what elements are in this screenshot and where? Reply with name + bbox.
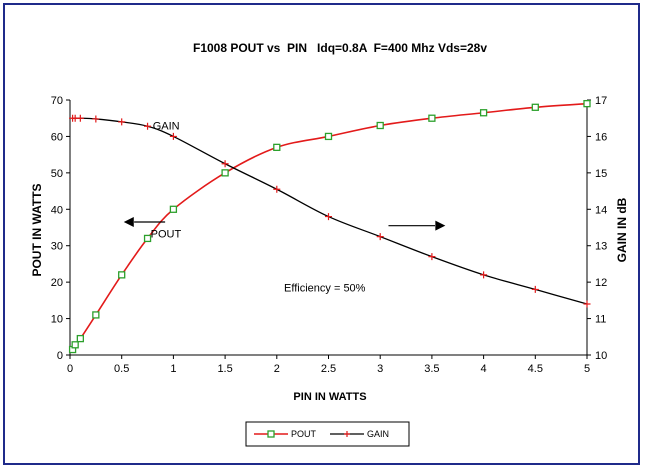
gain-point	[273, 185, 281, 193]
pout-point	[169, 205, 178, 213]
x-tick-label: 3.5	[424, 363, 439, 375]
pout-annotation: POUT	[151, 228, 182, 240]
gain-point	[428, 253, 436, 261]
x-axis-label: PIN IN WATTS	[293, 391, 366, 403]
gain-annotation: GAIN	[153, 121, 180, 133]
pout-point	[221, 169, 229, 177]
gain-point	[92, 115, 100, 123]
y-left-tick-label: 30	[51, 241, 63, 253]
gain-arrow-head	[435, 220, 446, 231]
x-tick-label: 5	[584, 363, 590, 375]
efficiency-annotation: Efficiency = 50%	[284, 282, 366, 294]
pout-point	[428, 114, 436, 122]
gain-line	[72, 117, 588, 305]
legend-gain-marker	[344, 431, 350, 437]
gain-point	[76, 114, 84, 122]
gain-point	[376, 233, 384, 241]
y-left-tick-label: 10	[51, 314, 63, 326]
chart-title: F1008 POUT vs PIN Idq=0.8A F=400 Mhz Vds…	[193, 41, 487, 55]
pout-point	[71, 341, 79, 349]
y-left-tick-label: 20	[51, 277, 63, 289]
y-right-tick-label: 12	[595, 277, 607, 289]
pout-point	[273, 143, 281, 152]
y-left-tick-label: 40	[51, 204, 63, 216]
gain-point	[583, 300, 591, 308]
y-right-tick-label: 16	[595, 131, 607, 143]
x-tick-label: 4	[481, 363, 487, 375]
gain-point	[118, 118, 126, 126]
y-right-tick-label: 15	[595, 168, 607, 180]
y-right-tick-label: 17	[595, 95, 607, 107]
pout-arrow-head	[123, 217, 134, 228]
y-right-tick-label: 11	[595, 314, 606, 326]
y-right-tick-label: 14	[595, 204, 607, 216]
gain-point	[144, 122, 152, 130]
y-right-tick-label: 13	[595, 241, 607, 253]
y-left-tick-label: 60	[51, 131, 63, 143]
pout-point	[376, 121, 384, 130]
gain-point	[480, 271, 488, 279]
x-tick-label: 0.5	[114, 363, 129, 375]
gain-point	[169, 132, 177, 140]
pout-point	[479, 109, 488, 117]
x-tick-label: 3	[377, 363, 383, 375]
pout-point	[118, 271, 126, 279]
x-tick-label: 4.5	[528, 363, 543, 375]
x-tick-label: 2	[274, 363, 280, 375]
y-right-tick-label: 10	[595, 350, 607, 362]
y-axis-left-label: POUT IN WATTS	[30, 183, 44, 276]
gain-point	[221, 160, 229, 168]
pout-point	[143, 234, 152, 243]
x-tick-label: 1	[170, 363, 176, 375]
gain-point	[325, 213, 332, 221]
y-left-tick-label: 50	[51, 168, 63, 180]
pout-point	[583, 99, 591, 108]
pout-point	[324, 132, 333, 141]
legend: POUT GAIN	[245, 421, 410, 447]
legend-pout-label: POUT	[291, 429, 317, 439]
x-tick-label: 2.5	[321, 363, 336, 375]
tick-labels: 0 0.5 1 1.5 2 2.5 3 3.5 4 4.5 50102030405060701011…	[51, 95, 608, 375]
legend-gain-label: GAIN	[367, 429, 389, 439]
axes	[66, 99, 591, 359]
chart-frame	[3, 3, 640, 465]
y-left-tick-label: 70	[51, 95, 63, 107]
x-tick-label: 0	[67, 363, 73, 375]
gain-point	[531, 285, 539, 293]
y-left-tick-label: 0	[57, 350, 63, 362]
legend-pout-marker	[267, 430, 275, 438]
x-tick-label: 1.5	[217, 363, 232, 375]
pout-point	[92, 311, 100, 319]
pout-point	[76, 334, 84, 343]
y-axis-right-label: GAIN IN dB	[615, 197, 629, 262]
series-pout	[68, 99, 591, 354]
pout-point	[531, 103, 539, 111]
pout-line	[71, 102, 588, 350]
series-gain	[69, 114, 591, 308]
annotations: GAIN POUT Efficiency = 50%	[123, 121, 446, 294]
